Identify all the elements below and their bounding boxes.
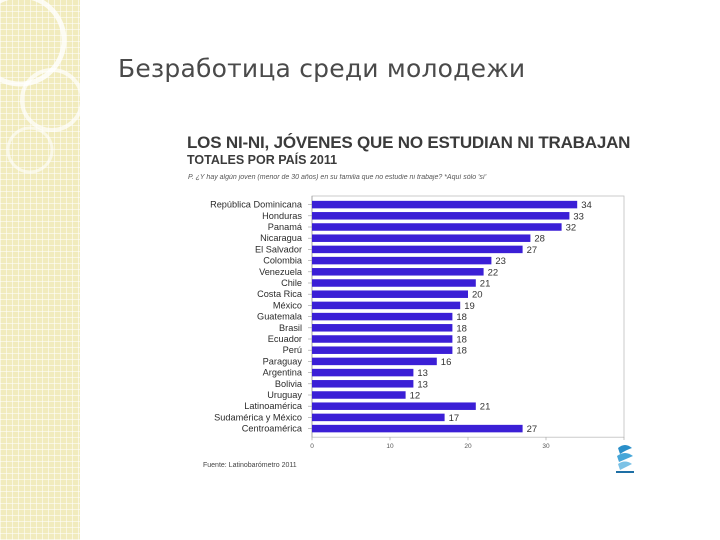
value-label: 13 — [417, 379, 428, 390]
bar — [312, 234, 531, 242]
value-label: 12 — [410, 391, 421, 402]
category-label: México — [273, 300, 302, 310]
value-label: 13 — [417, 368, 428, 379]
value-label: 33 — [573, 211, 584, 222]
x-tick-label: 30 — [542, 443, 550, 450]
value-label: 21 — [480, 279, 491, 290]
category-label: Colombia — [263, 256, 303, 266]
category-label: Panamá — [268, 222, 303, 232]
value-label: 18 — [456, 323, 467, 334]
latinobarometro-logo-icon — [612, 440, 638, 478]
bar — [312, 200, 578, 209]
category-label: Nicaragua — [260, 233, 303, 243]
category-label: Latinoamérica — [244, 401, 303, 411]
value-label: 34 — [581, 200, 592, 211]
category-label: Paraguay — [263, 356, 303, 366]
value-label: 21 — [480, 402, 491, 413]
bar — [312, 391, 406, 399]
category-label: Guatemala — [257, 312, 303, 322]
survey-question: P. ¿Y hay algún joven (menor de 30 años)… — [188, 174, 487, 181]
value-label: 18 — [456, 335, 467, 346]
bar — [312, 301, 461, 310]
value-label: 16 — [441, 357, 452, 368]
x-tick-label: 20 — [464, 443, 472, 450]
chart-subtitle: TOTALES POR PAÍS 2011 — [187, 153, 338, 167]
bar — [312, 268, 484, 276]
bar — [312, 324, 453, 332]
bar — [312, 413, 445, 422]
decorative-circles-icon — [0, 0, 80, 174]
bar — [312, 402, 476, 410]
category-label: Perú — [283, 345, 302, 355]
value-label: 27 — [527, 245, 538, 256]
value-label: 32 — [566, 223, 577, 234]
category-label: Sudamérica y México — [214, 412, 302, 422]
bar — [312, 335, 453, 343]
chart-source: Fuente: Latinobarómetro 2011 — [203, 462, 297, 469]
category-label: República Dominicana — [210, 200, 303, 210]
value-label: 20 — [472, 290, 483, 301]
category-label: Uruguay — [267, 390, 302, 400]
category-label: Venezuela — [259, 267, 303, 277]
bar — [312, 357, 437, 366]
bar — [312, 346, 453, 354]
bar — [312, 245, 523, 254]
category-label: Honduras — [262, 211, 302, 221]
category-label: Centroamérica — [242, 424, 303, 434]
x-tick-label: 0 — [310, 443, 314, 450]
value-label: 17 — [449, 413, 460, 424]
bar — [312, 312, 453, 321]
value-label: 27 — [527, 424, 538, 435]
x-tick-label: 10 — [386, 443, 394, 450]
bar — [312, 212, 570, 220]
bar — [312, 223, 562, 231]
bar — [312, 368, 414, 377]
category-label: Ecuador — [268, 334, 302, 344]
chart-title: LOS NI-NI, JÓVENES QUE NO ESTUDIAN NI TR… — [187, 133, 631, 152]
category-label: Brasil — [279, 323, 302, 333]
value-label: 23 — [495, 256, 506, 267]
bar — [312, 380, 414, 388]
category-label: Bolivia — [275, 379, 303, 389]
bar — [312, 256, 492, 265]
category-label: Argentina — [263, 368, 303, 378]
value-label: 22 — [488, 267, 499, 278]
decorative-side-strip — [0, 0, 80, 540]
category-label: Chile — [281, 278, 302, 288]
bar — [312, 279, 476, 287]
value-label: 18 — [456, 312, 467, 323]
bar — [312, 290, 468, 298]
slide-title: Безработица среди молодежи — [118, 54, 526, 83]
value-label: 28 — [534, 234, 545, 245]
category-label: Costa Rica — [257, 289, 303, 299]
bar — [312, 424, 523, 433]
value-label: 18 — [456, 346, 467, 357]
value-label: 19 — [464, 301, 475, 312]
category-label: El Salvador — [255, 244, 302, 254]
